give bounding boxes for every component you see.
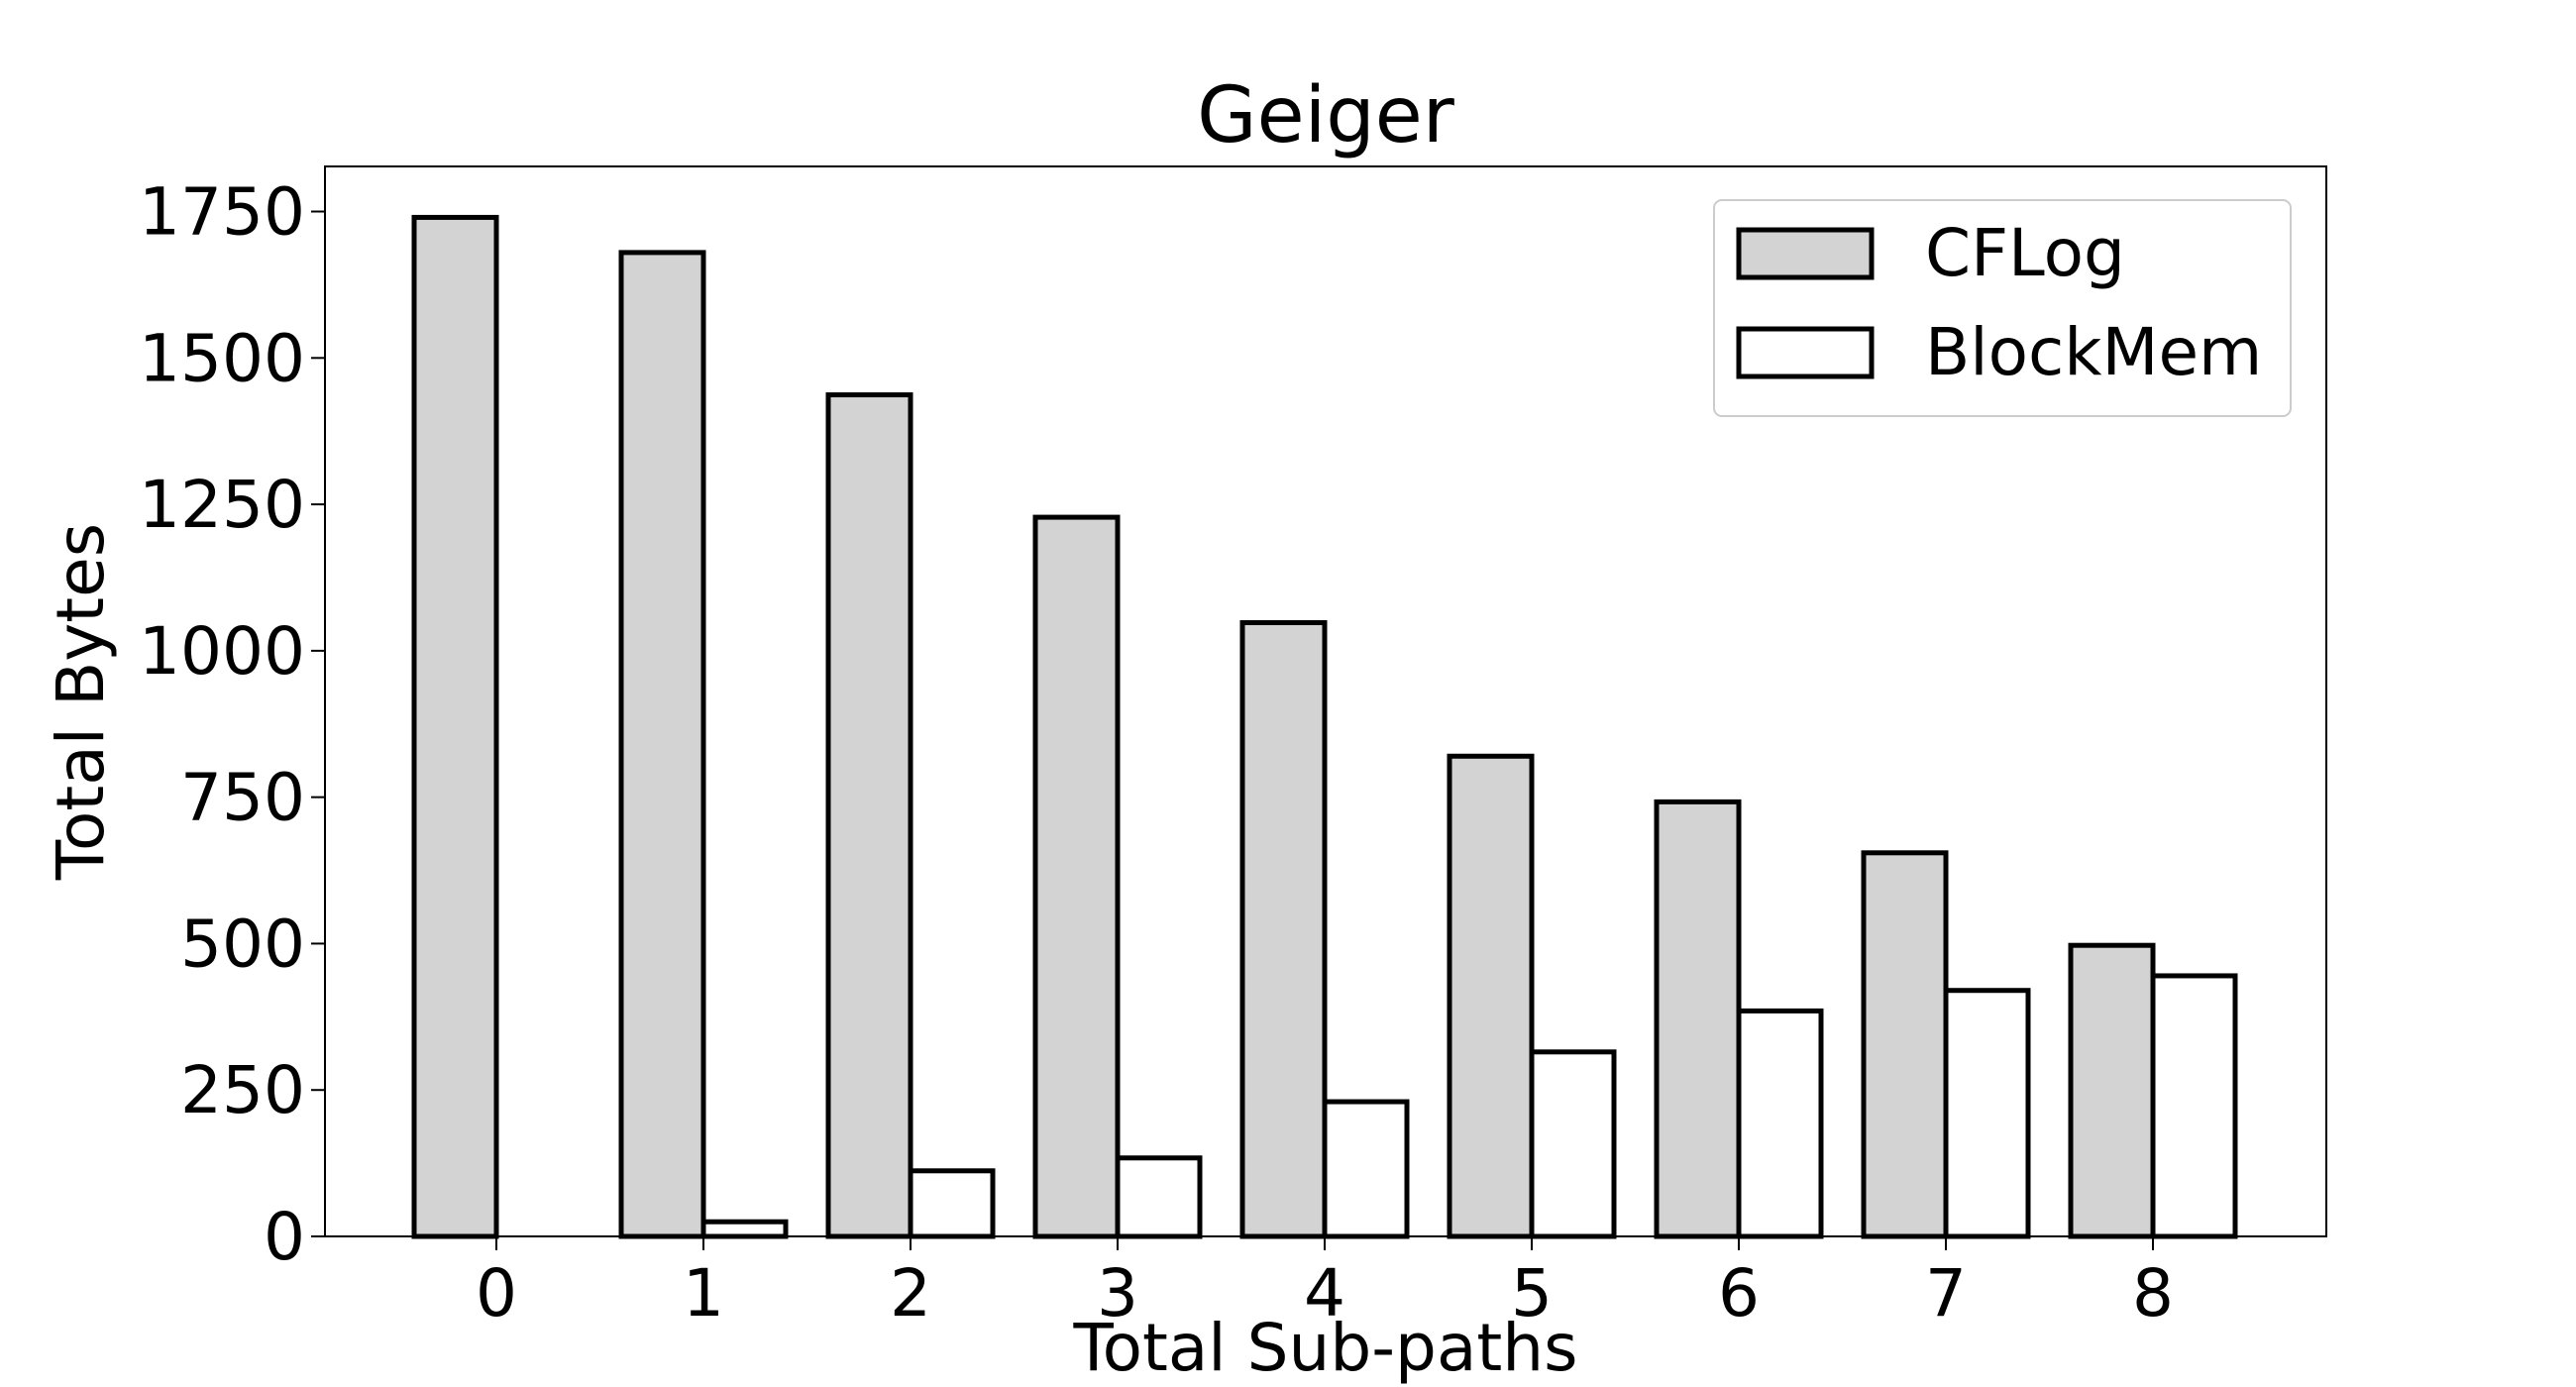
y-tick-label: 500 [180,906,305,982]
bar-cflog-5 [1447,753,1535,1239]
x-axis-label: Total Sub-paths [1073,1310,1578,1386]
bar-blockmem-8 [2150,973,2238,1239]
x-tick-label: 6 [1718,1255,1760,1332]
y-ticks: 0 250 500 750 1000 1250 1500 1750 [139,174,325,1275]
chart-title: Geiger [1197,71,1455,160]
plot-frame [324,165,2327,1237]
x-tick-label: 4 [1304,1255,1345,1332]
bar-cflog-1 [618,250,706,1239]
bar-blockmem-1 [700,1219,789,1239]
bar-blockmem-6 [1736,1008,1824,1239]
x-tick-label: 2 [890,1255,931,1332]
legend-label-cflog: CFLog [1925,215,2125,291]
bar-cflog-6 [1654,799,1742,1239]
bar-cflog-3 [1032,514,1121,1239]
bar-cflog-2 [825,392,913,1239]
x-tick-label: 5 [1511,1255,1553,1332]
bar-blockmem-4 [1322,1099,1410,1239]
bars-layer [411,214,2238,1239]
bar-cflog-8 [2068,942,2156,1239]
legend: CFLog BlockMem [1713,199,2292,417]
legend-swatch-blockmem [1736,326,1875,379]
y-tick-label: 1250 [139,467,305,543]
x-ticks: 0 1 2 3 4 5 6 7 8 [476,1236,2174,1332]
y-tick-label: 250 [180,1052,305,1128]
x-tick-label: 7 [1925,1255,1967,1332]
y-tick-label: 1500 [139,320,305,396]
bar-blockmem-2 [908,1168,996,1239]
bar-blockmem-5 [1529,1049,1617,1239]
y-tick-label: 750 [180,760,305,836]
x-tick-label: 1 [683,1255,724,1332]
y-axis-label: Total Bytes [43,523,119,881]
bar-cflog-4 [1239,619,1328,1239]
bar-cflog-7 [1861,850,1949,1239]
x-tick-label: 3 [1097,1255,1138,1332]
y-tick-label: 1750 [139,174,305,251]
bar-blockmem-7 [1943,988,2031,1239]
legend-label-blockmem: BlockMem [1925,314,2262,390]
bar-cflog-0 [411,214,499,1239]
bar-blockmem-3 [1115,1155,1203,1239]
x-tick-label: 8 [2132,1255,2174,1332]
legend-swatch-cflog [1736,227,1875,280]
y-tick-label: 1000 [139,613,305,690]
y-tick-label: 0 [264,1199,305,1275]
x-tick-label: 0 [476,1255,517,1332]
